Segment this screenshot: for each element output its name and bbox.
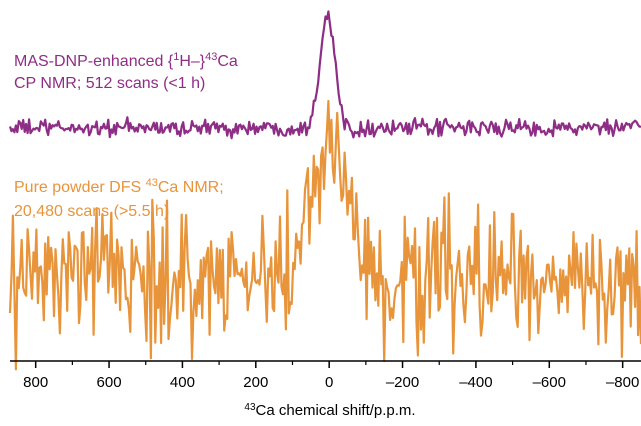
series-label-dnp-line-2: CP NMR; 512 scans (<1 h): [14, 75, 205, 92]
x-tick-label: –400: [459, 374, 492, 391]
series-label-dfs-line-2: 20,480 scans (>5.5 h): [14, 203, 169, 220]
series-label-dfs-line-1: Pure powder DFS 43Ca NMR;: [14, 177, 224, 196]
x-axis-title: 43Ca chemical shift/p.p.m.: [244, 402, 415, 420]
x-tick-label: 0: [325, 374, 333, 391]
series-label-dnp-line-1: MAS-DNP-enhanced {1H–}43Ca: [14, 51, 238, 70]
x-axis: 800 600 400 200 0 –200 –400 –600 –800: [10, 360, 641, 391]
spectrum-line-dnp: [8, 10, 641, 140]
x-tick-label: –200: [386, 374, 419, 391]
annotation-layer: MAS-DNP-enhanced {1H–}43Ca CP NMR; 512 sc…: [14, 51, 238, 220]
x-tick-label: –600: [533, 374, 566, 391]
x-tick-label: 200: [243, 374, 268, 391]
spectrum-line-dfs: [8, 99, 641, 371]
x-tick-label: 400: [170, 374, 195, 391]
x-tick-label: 600: [97, 374, 122, 391]
x-tick-label: –800: [606, 374, 639, 391]
series-layer: [8, 10, 641, 371]
x-tick-label: 800: [23, 374, 48, 391]
